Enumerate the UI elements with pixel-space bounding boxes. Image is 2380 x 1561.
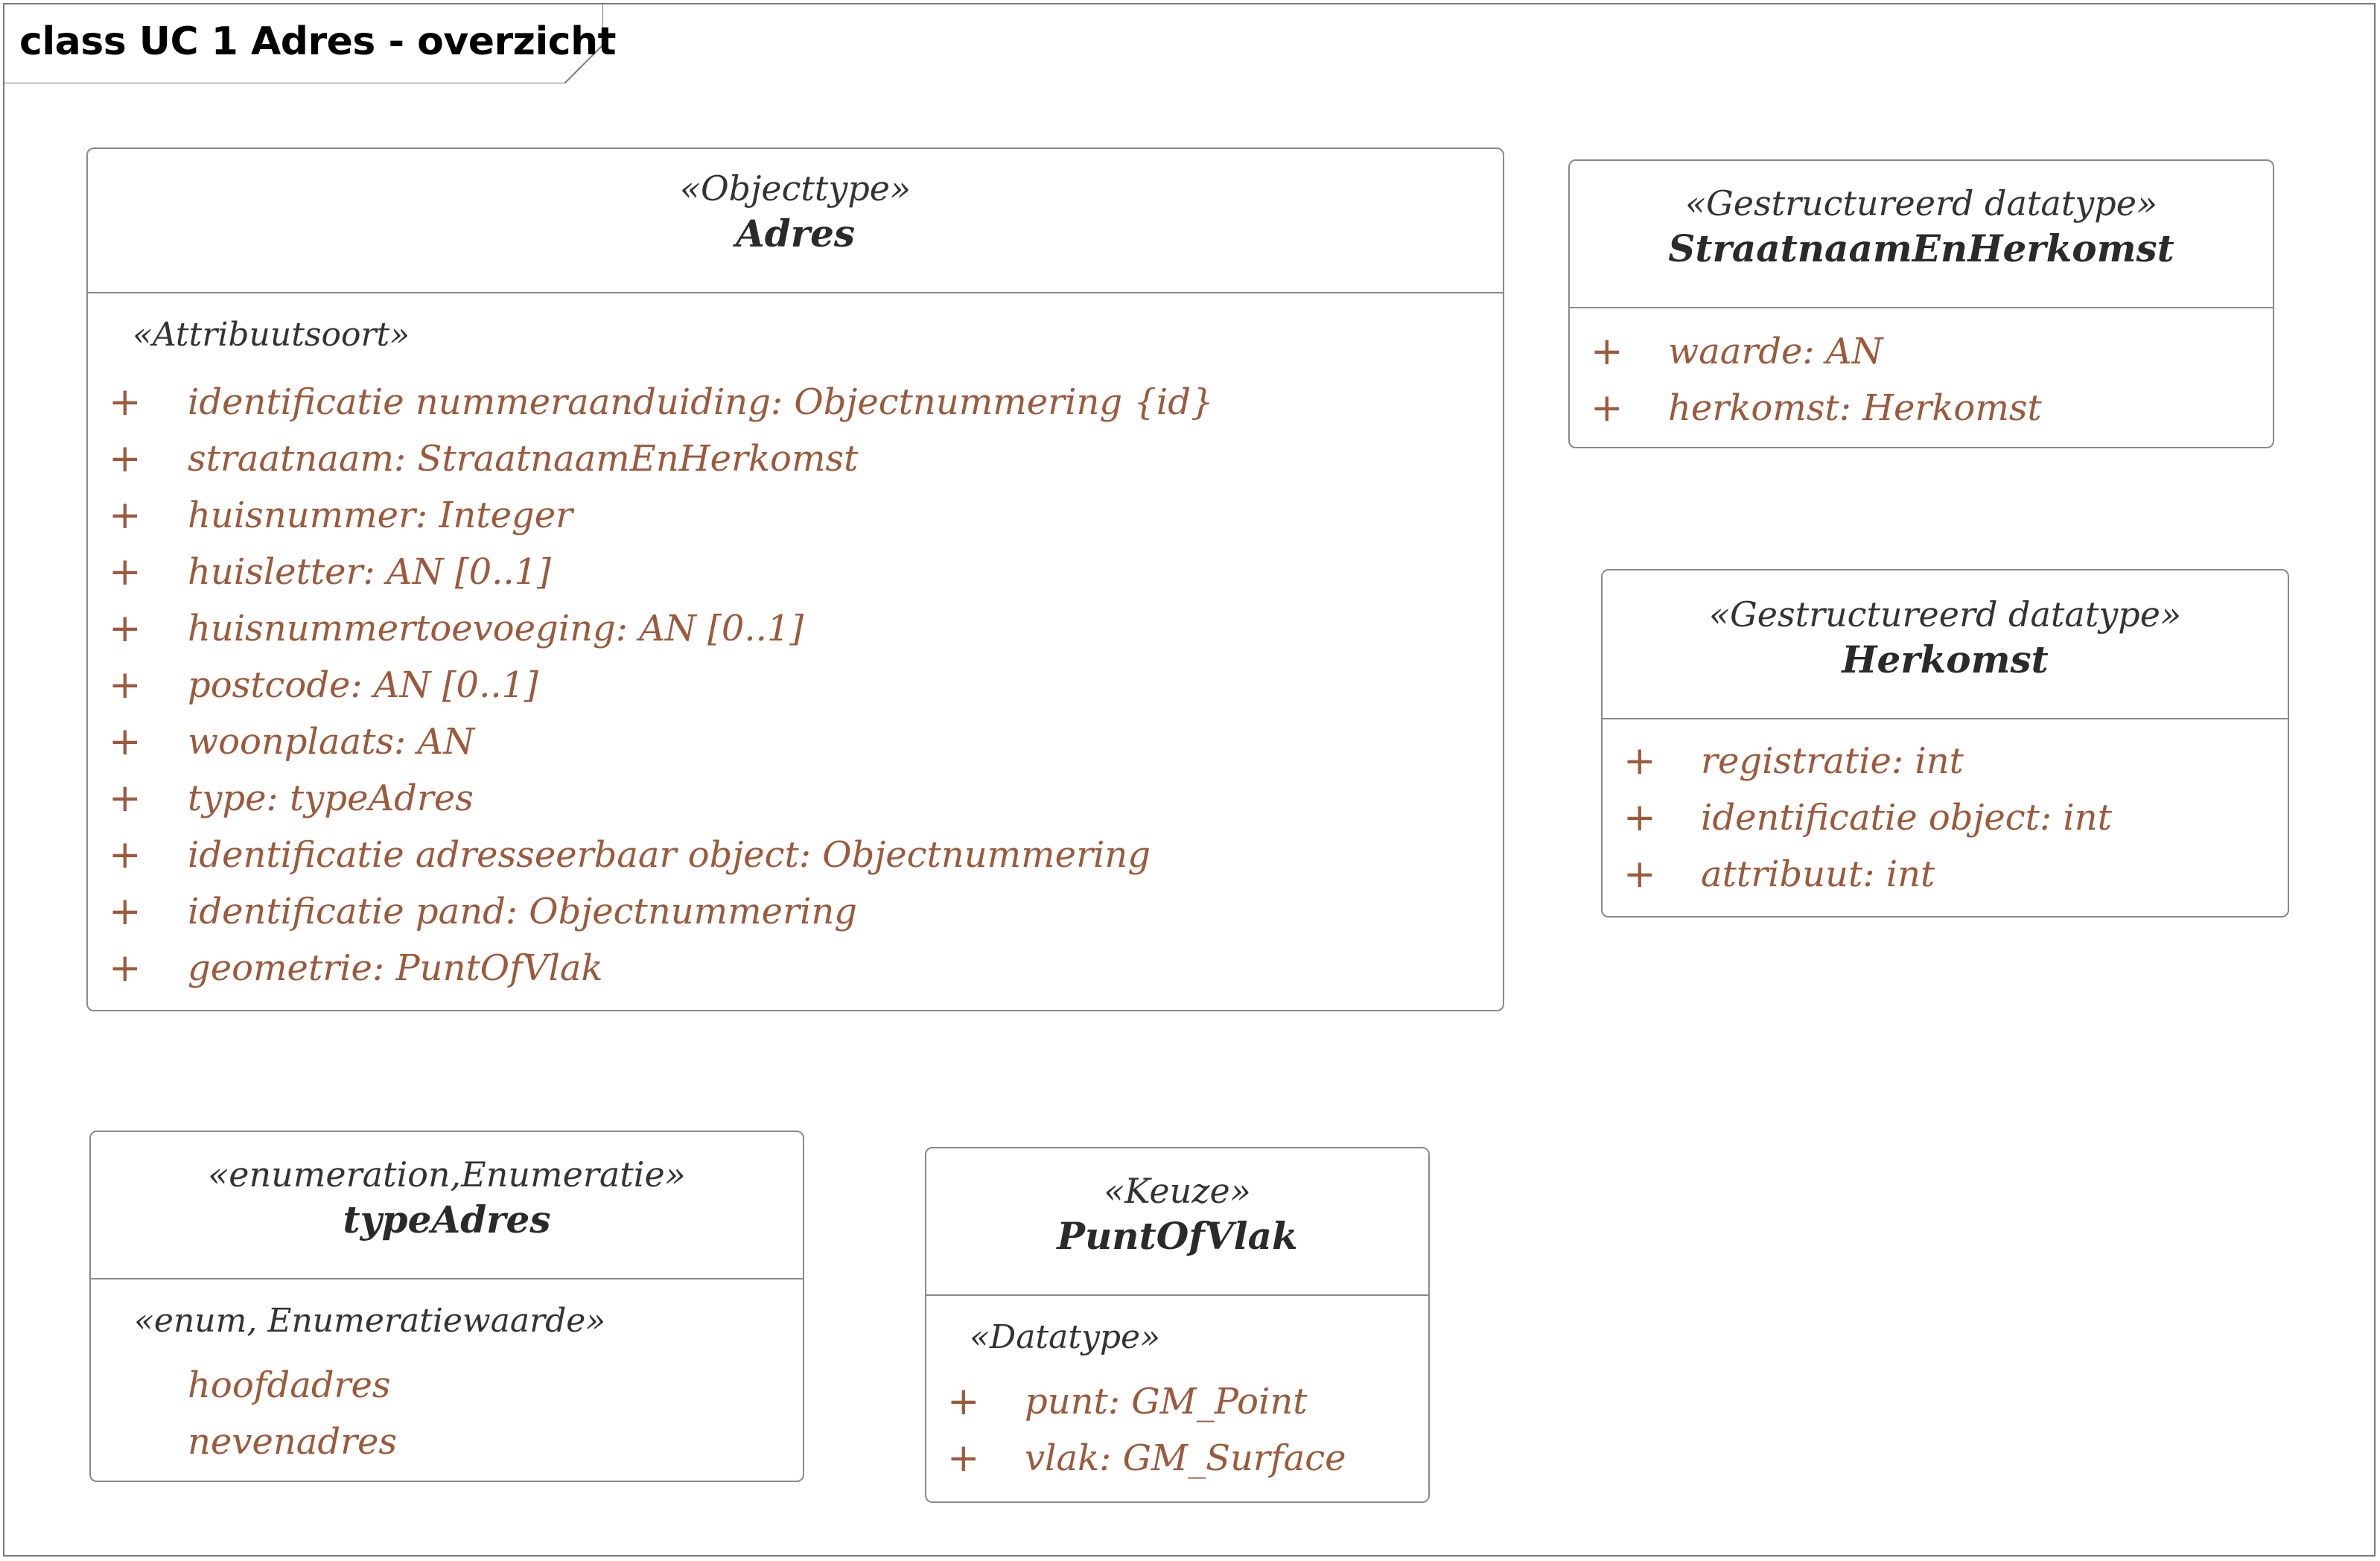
- attribute-text: waarde: AN: [1668, 331, 1883, 372]
- visibility-public: +: [1591, 329, 1623, 374]
- diagram-title: class UC 1 Adres - overzicht: [19, 19, 616, 64]
- visibility-public: +: [109, 889, 141, 934]
- visibility-public: +: [109, 606, 141, 651]
- class-adres-header: «Objecttype» Adres: [88, 149, 1503, 293]
- visibility-public: +: [109, 946, 141, 991]
- attribute-text: identificatie object: int: [1701, 797, 2112, 839]
- attribute-text: woonplaats: AN: [188, 721, 475, 763]
- attribute-text: vlak: GM_Surface: [1025, 1437, 1346, 1479]
- visibility-public: +: [947, 1436, 980, 1481]
- attribute-text: huisletter: AN [0..1]: [188, 551, 551, 593]
- class-punt-of-vlak-stereotype: «Keuze»: [1104, 1171, 1251, 1211]
- attribute-text: huisnummer: Integer: [188, 495, 573, 536]
- attribute-text: herkomst: Herkomst: [1668, 387, 2042, 429]
- visibility-public: +: [1591, 386, 1623, 430]
- attribute-text: geometrie: PuntOfVlak: [188, 947, 603, 989]
- visibility-public: +: [109, 493, 141, 538]
- class-type-adres-name: typeAdres: [343, 1198, 551, 1242]
- attribute-text: identificatie adresseerbaar object: Obje…: [188, 834, 1151, 876]
- class-adres-stereotype: «Objecttype»: [679, 168, 911, 209]
- class-punt-of-vlak-section-stereotype: «Datatype»: [970, 1318, 1161, 1356]
- enum-value-text: nevenadres: [188, 1421, 398, 1463]
- class-type-adres-section-stereotype: «enum, Enumeratiewaarde»: [134, 1302, 606, 1340]
- class-straatnaam-en-herkomst-stereotype: «Gestructureerd datatype»: [1684, 183, 2158, 223]
- attribute-text: postcode: AN [0..1]: [188, 664, 538, 706]
- class-herkomst[interactable]: «Gestructureerd datatype» Herkomst + reg…: [1601, 569, 2289, 918]
- visibility-public: +: [1623, 739, 1656, 783]
- attribute-text: attribuut: int: [1701, 853, 1935, 895]
- visibility-public: +: [1623, 795, 1656, 840]
- class-herkomst-name: Herkomst: [1842, 638, 2049, 681]
- class-straatnaam-en-herkomst[interactable]: «Gestructureerd datatype» StraatnaamEnHe…: [1568, 159, 2274, 448]
- class-punt-of-vlak-header: «Keuze» PuntOfVlak: [926, 1148, 1428, 1296]
- class-adres-name: Adres: [735, 212, 856, 255]
- attribute-text: registratie: int: [1701, 740, 1964, 782]
- attribute-text: type: typeAdres: [188, 778, 474, 819]
- visibility-public: +: [109, 833, 141, 877]
- attribute-text: punt: GM_Point: [1025, 1381, 1308, 1422]
- attribute-text: identificatie nummeraanduiding: Objectnu…: [188, 381, 1214, 423]
- class-punt-of-vlak[interactable]: «Keuze» PuntOfVlak «Datatype» + punt: GM…: [925, 1147, 1430, 1503]
- enum-value-text: hoofdadres: [188, 1364, 391, 1406]
- visibility-public: +: [109, 436, 141, 481]
- class-type-adres-header: «enumeration,Enumeratie» typeAdres: [91, 1132, 803, 1279]
- visibility-public: +: [109, 663, 141, 708]
- class-straatnaam-en-herkomst-header: «Gestructureerd datatype» StraatnaamEnHe…: [1570, 161, 2273, 308]
- class-type-adres[interactable]: «enumeration,Enumeratie» typeAdres «enum…: [89, 1131, 804, 1482]
- class-punt-of-vlak-name: PuntOfVlak: [1057, 1214, 1298, 1258]
- class-type-adres-stereotype: «enumeration,Enumeratie»: [208, 1154, 686, 1195]
- visibility-public: +: [109, 550, 141, 594]
- class-adres[interactable]: «Objecttype» Adres «Attribuutsoort» + id…: [86, 147, 1504, 1011]
- diagram-title-tab: class UC 1 Adres - overzicht: [3, 3, 616, 83]
- class-straatnaam-en-herkomst-name: StraatnaamEnHerkomst: [1668, 226, 2174, 270]
- class-herkomst-header: «Gestructureerd datatype» Herkomst: [1603, 570, 2288, 719]
- visibility-public: +: [947, 1379, 980, 1424]
- visibility-public: +: [109, 380, 141, 425]
- diagram-frame: [3, 3, 2376, 1557]
- attribute-text: huisnummertoevoeging: AN [0..1]: [188, 608, 804, 649]
- visibility-public: +: [109, 719, 141, 764]
- attribute-text: identificatie pand: Objectnummering: [188, 891, 858, 932]
- class-herkomst-stereotype: «Gestructureerd datatype»: [1708, 594, 2182, 635]
- visibility-public: +: [109, 776, 141, 821]
- visibility-public: +: [1623, 852, 1656, 897]
- attribute-text: straatnaam: StraatnaamEnHerkomst: [188, 438, 859, 480]
- class-adres-section-stereotype: «Attribuutsoort»: [133, 316, 410, 354]
